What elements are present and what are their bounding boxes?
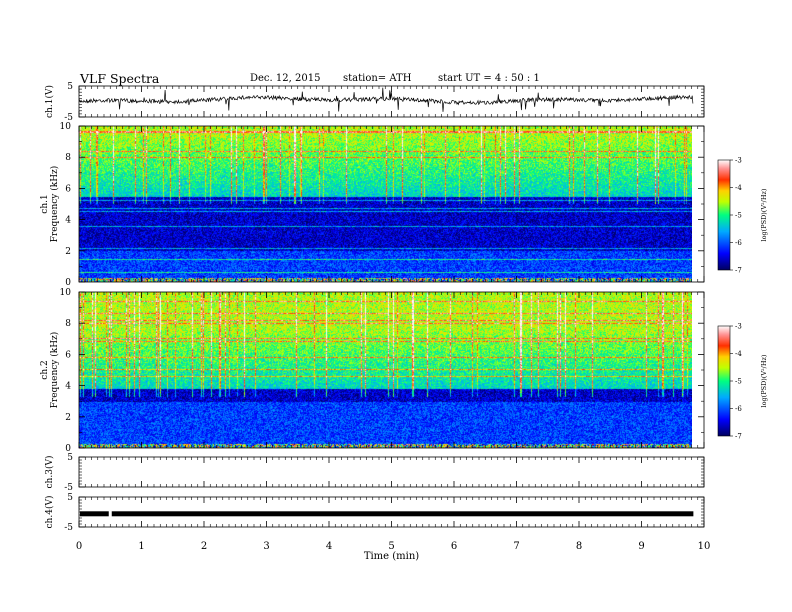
y-axis-label: Frequency (kHz) xyxy=(49,166,60,243)
colorbar-tick-label: -6 xyxy=(735,239,742,247)
colorbar-tick-label: -3 xyxy=(735,323,742,331)
x-tick-label: 0 xyxy=(76,541,82,552)
y-tick-label: 10 xyxy=(60,122,72,132)
colorbar-tick-label: -4 xyxy=(735,184,742,192)
y-axis-label: ch.3(V) xyxy=(44,456,55,489)
y-tick-label: 2 xyxy=(65,413,71,423)
colorbar-label: log(PSD)(V²/Hz) xyxy=(760,354,768,407)
colorbar-tick-label: -7 xyxy=(735,267,742,275)
y-tick-label: 6 xyxy=(65,184,71,194)
header-date: Dec. 12, 2015 xyxy=(250,73,321,84)
voltage-trace xyxy=(78,87,694,112)
y-tick-label: 8 xyxy=(65,319,71,329)
spectrogram-image xyxy=(79,126,692,282)
y-tick-label: -5 xyxy=(64,483,73,493)
colorbar xyxy=(717,159,731,271)
y-tick-label: -5 xyxy=(64,113,73,123)
header-station: station= ATH xyxy=(343,73,412,84)
colorbar-tick-label: -5 xyxy=(735,212,742,220)
y-axis-label: ch.1 xyxy=(40,194,50,213)
y-tick-label: 5 xyxy=(67,493,73,503)
y-axis-label: ch.1(V) xyxy=(44,85,55,118)
y-axis-label: ch.4(V) xyxy=(44,496,55,529)
colorbar-tick-label: -5 xyxy=(735,378,742,386)
x-tick-label: 6 xyxy=(451,541,457,552)
x-tick-label: 7 xyxy=(513,541,519,552)
y-axis-label: Frequency (kHz) xyxy=(49,332,60,409)
colorbar-tick-label: -4 xyxy=(735,350,742,358)
y-tick-label: 8 xyxy=(65,153,71,163)
y-tick-label: 4 xyxy=(65,216,71,226)
y-tick-label: 10 xyxy=(60,288,72,298)
y-tick-label: 0 xyxy=(65,278,71,288)
chart-title: VLF Spectra xyxy=(80,71,160,86)
y-tick-label: 0 xyxy=(65,444,71,454)
y-tick-label: 5 xyxy=(67,82,73,92)
spectrogram-image xyxy=(79,292,692,448)
x-axis-label: Time (min) xyxy=(364,551,419,562)
x-tick-label: 10 xyxy=(698,541,711,552)
colorbar-tick-label: -6 xyxy=(735,405,742,413)
y-tick-label: 5 xyxy=(67,453,73,463)
colorbar-tick-label: -3 xyxy=(735,157,742,165)
y-tick-label: 2 xyxy=(65,247,71,257)
y-tick-label: 6 xyxy=(65,350,71,360)
x-tick-label: 4 xyxy=(326,541,332,552)
x-tick-label: 2 xyxy=(201,541,207,552)
y-axis-label: ch.2 xyxy=(40,360,50,379)
colorbar-label: log(PSD)(V²/Hz) xyxy=(760,188,768,241)
colorbar-tick-label: -7 xyxy=(735,433,742,441)
y-tick-label: -5 xyxy=(64,523,73,533)
x-tick-label: 8 xyxy=(576,541,582,552)
x-tick-label: 3 xyxy=(263,541,269,552)
header-start-time: start UT = 4 : 50 : 1 xyxy=(438,73,540,84)
colorbar xyxy=(717,325,731,437)
x-tick-label: 9 xyxy=(638,541,644,552)
x-tick-label: 1 xyxy=(138,541,144,552)
voltage-trace xyxy=(80,511,694,517)
y-tick-label: 4 xyxy=(65,382,71,392)
trace-gap xyxy=(108,510,112,517)
x-tick-label: 5 xyxy=(388,541,394,552)
